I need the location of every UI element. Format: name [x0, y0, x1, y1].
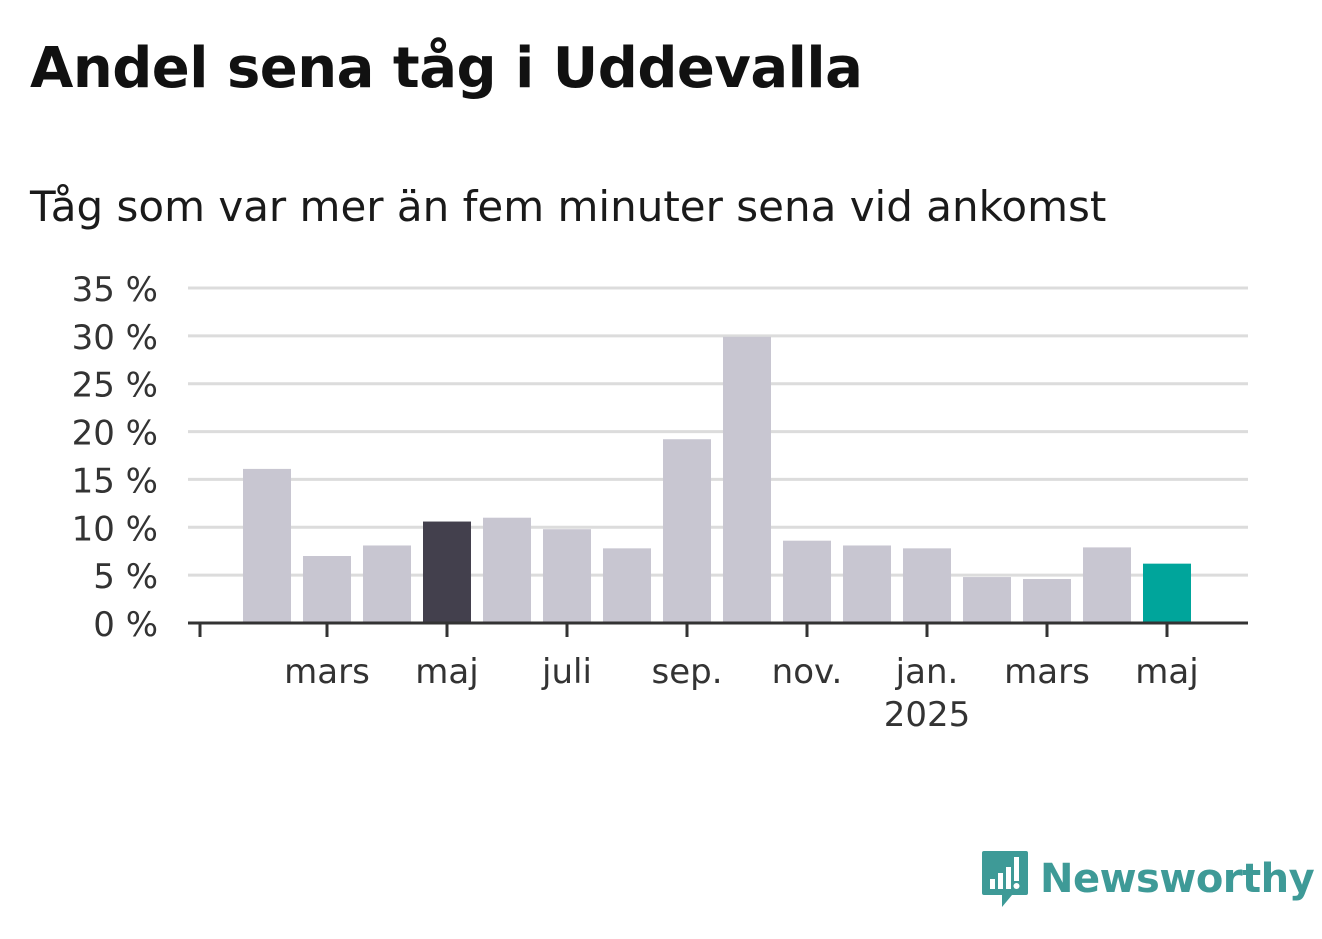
bar — [783, 540, 831, 623]
bar — [903, 548, 951, 623]
bar — [963, 577, 1011, 623]
bar — [723, 336, 771, 623]
x-tick-label: maj — [415, 652, 478, 692]
x-tick-label: mars — [1004, 652, 1090, 692]
bar — [543, 529, 591, 623]
bar-chart: 0 % 5 % 10 % 15 % 20 % 25 % 30 % 35 % mars maj ju… — [72, 270, 1248, 735]
x-axis-tick-labels: mars maj juli sep. nov. jan. 2025 mars maj — [284, 652, 1199, 735]
y-tick-label: 20 % — [72, 414, 158, 454]
bar — [243, 468, 291, 623]
x-tick-label-line: mars — [284, 652, 370, 692]
x-tick-label-line: jan. — [895, 652, 959, 692]
x-tick-label-line: 2025 — [884, 695, 971, 735]
gridlines — [188, 286, 1248, 577]
x-tick-label: mars — [284, 652, 370, 692]
x-tick-label-line: maj — [415, 652, 478, 692]
x-tick-label-line: mars — [1004, 652, 1090, 692]
y-tick-label: 35 % — [72, 270, 158, 310]
bar — [423, 521, 471, 623]
chart-title: Andel sena tåg i Uddevalla — [30, 36, 863, 101]
bar — [843, 545, 891, 623]
bar — [1083, 547, 1131, 623]
bar — [303, 556, 351, 623]
x-tick-label-line: nov. — [772, 652, 843, 692]
x-tick-label-line: sep. — [651, 652, 722, 692]
y-tick-label: 25 % — [72, 366, 158, 406]
x-tick-label: maj — [1135, 652, 1198, 692]
y-tick-label: 15 % — [72, 461, 158, 501]
y-tick-label: 30 % — [72, 318, 158, 358]
chart-subtitle: Tåg som var mer än fem minuter sena vid … — [30, 182, 1107, 231]
x-tick-label: sep. — [651, 652, 722, 692]
brand-name: Newsworthy — [1040, 856, 1315, 902]
newsworthy-logo-icon — [982, 851, 1028, 907]
x-tick-label: nov. — [772, 652, 843, 692]
bar — [663, 439, 711, 623]
x-tick-label-line: juli — [541, 652, 592, 692]
x-axis — [188, 621, 1248, 637]
y-tick-label: 10 % — [72, 509, 158, 549]
x-tick-label: jan. 2025 — [884, 652, 971, 735]
bar — [1023, 578, 1071, 623]
bar — [483, 517, 531, 623]
x-tick-label-line: maj — [1135, 652, 1198, 692]
bars — [243, 336, 1191, 623]
bar — [603, 548, 651, 623]
x-tick-label: juli — [541, 652, 592, 692]
y-tick-label: 5 % — [93, 557, 158, 597]
bar — [1143, 563, 1191, 623]
newsworthy-brand: Newsworthy — [980, 848, 1315, 910]
bar — [363, 545, 411, 623]
y-axis-tick-labels: 0 % 5 % 10 % 15 % 20 % 25 % 30 % 35 % — [72, 270, 158, 645]
y-tick-label: 0 % — [93, 605, 158, 645]
